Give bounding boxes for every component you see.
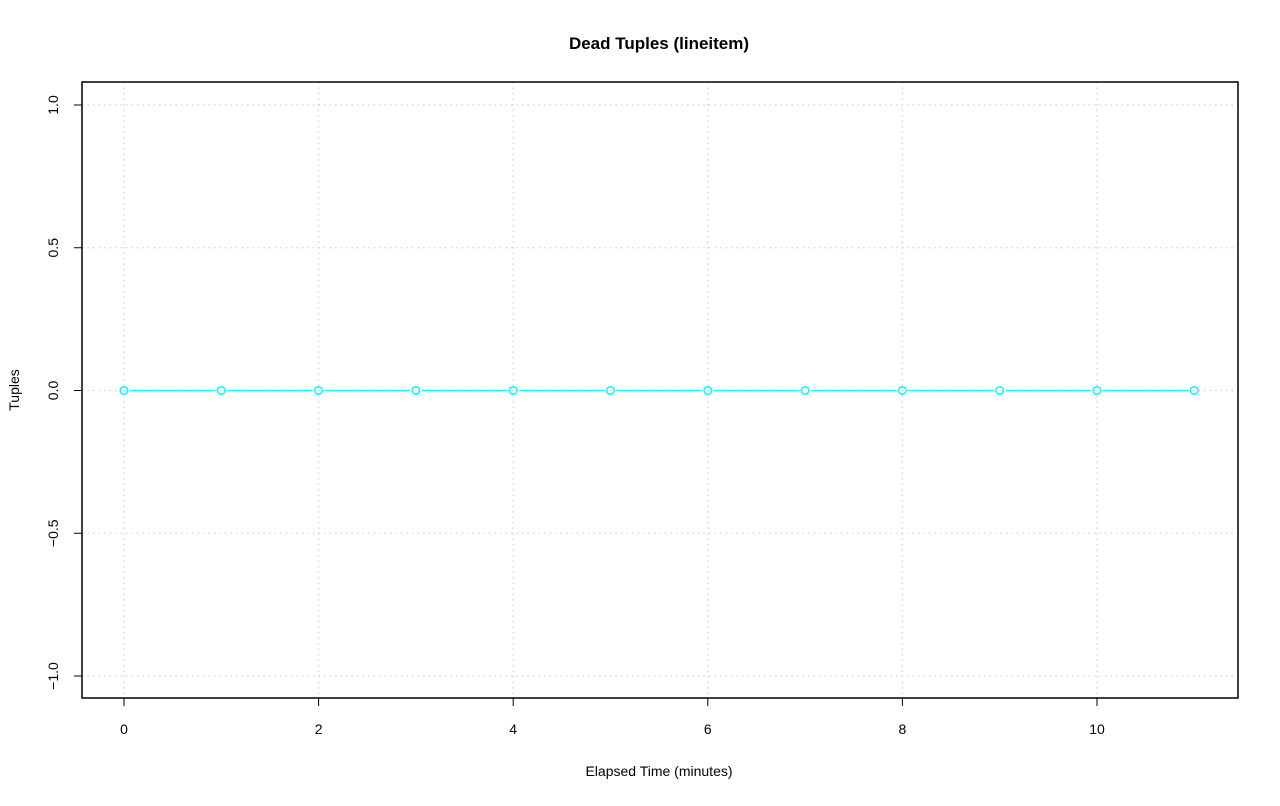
data-point [897,385,907,396]
x-tick-label: 10 [1089,721,1105,737]
y-tick-label: 0.0 [45,381,61,401]
data-point [216,385,226,396]
data-point [1189,385,1199,396]
data-point [703,385,713,396]
data-point [314,385,324,396]
data-point [411,385,421,396]
x-tick-label: 0 [120,721,128,737]
plot-frame [81,81,1239,699]
data-point [508,385,518,396]
y-tick-label: 1.0 [45,95,61,115]
x-tick-label: 2 [315,721,323,737]
x-tick-label: 6 [704,721,712,737]
y-tick-label: −0.5 [45,519,61,547]
data-point [1092,385,1102,396]
x-tick-label: 4 [509,721,517,737]
y-tick-label: −1.0 [45,662,61,690]
y-axis-label: Tuples [6,369,22,411]
y-tick-label: 0.5 [45,238,61,258]
data-point [800,385,810,396]
data-point [605,385,616,396]
x-axis-label: Elapsed Time (minutes) [585,763,732,779]
data-point [119,385,129,396]
data-point [995,385,1005,396]
chart-title: Dead Tuples (lineitem) [569,34,749,53]
x-tick-label: 8 [899,721,907,737]
